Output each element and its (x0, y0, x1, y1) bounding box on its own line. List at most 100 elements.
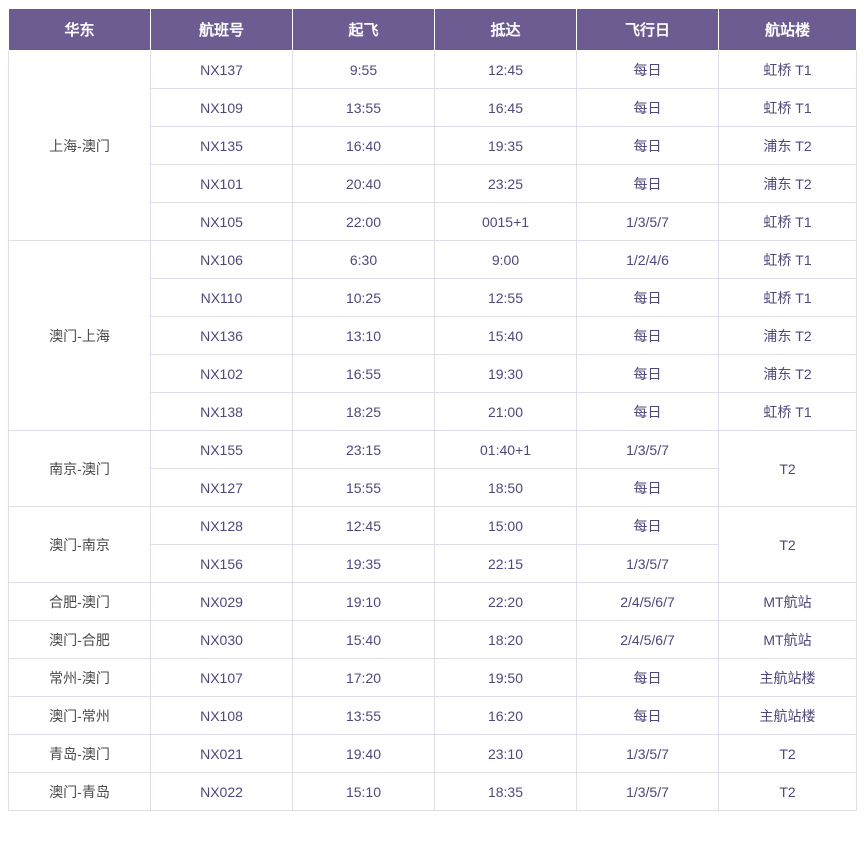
days-cell: 1/3/5/7 (577, 431, 719, 469)
days-cell: 每日 (577, 659, 719, 697)
table-row: 澳门-南京NX12812:4515:00每日T2 (9, 507, 857, 545)
flightno-cell: NX022 (151, 773, 293, 811)
arr-cell: 23:25 (435, 165, 577, 203)
route-cell: 青岛-澳门 (9, 735, 151, 773)
route-cell: 合肥-澳门 (9, 583, 151, 621)
arr-cell: 15:40 (435, 317, 577, 355)
terminal-cell: T2 (719, 507, 857, 583)
dep-cell: 19:40 (293, 735, 435, 773)
dep-cell: 16:55 (293, 355, 435, 393)
dep-cell: 22:00 (293, 203, 435, 241)
terminal-cell: 浦东 T2 (719, 127, 857, 165)
route-cell: 澳门-常州 (9, 697, 151, 735)
col-route: 华东 (9, 9, 151, 51)
flightno-cell: NX138 (151, 393, 293, 431)
days-cell: 2/4/5/6/7 (577, 621, 719, 659)
arr-cell: 18:20 (435, 621, 577, 659)
table-row: 澳门-上海NX1066:309:001/2/4/6虹桥 T1 (9, 241, 857, 279)
route-cell: 南京-澳门 (9, 431, 151, 507)
flight-schedule-table: 华东 航班号 起飞 抵达 飞行日 航站楼 上海-澳门NX1379:5512:45… (8, 8, 857, 811)
route-cell: 澳门-南京 (9, 507, 151, 583)
arr-cell: 0015+1 (435, 203, 577, 241)
dep-cell: 23:15 (293, 431, 435, 469)
table-row: 澳门-合肥NX03015:4018:202/4/5/6/7MT航站 (9, 621, 857, 659)
flightno-cell: NX137 (151, 51, 293, 89)
flightno-cell: NX105 (151, 203, 293, 241)
days-cell: 1/3/5/7 (577, 735, 719, 773)
terminal-cell: T2 (719, 773, 857, 811)
dep-cell: 20:40 (293, 165, 435, 203)
route-cell: 澳门-青岛 (9, 773, 151, 811)
arr-cell: 16:20 (435, 697, 577, 735)
table-row: 澳门-青岛NX02215:1018:351/3/5/7T2 (9, 773, 857, 811)
dep-cell: 13:55 (293, 89, 435, 127)
terminal-cell: 虹桥 T1 (719, 89, 857, 127)
flightno-cell: NX106 (151, 241, 293, 279)
flightno-cell: NX110 (151, 279, 293, 317)
arr-cell: 18:50 (435, 469, 577, 507)
col-days: 飞行日 (577, 9, 719, 51)
terminal-cell: 主航站楼 (719, 697, 857, 735)
flightno-cell: NX155 (151, 431, 293, 469)
flightno-cell: NX021 (151, 735, 293, 773)
arr-cell: 15:00 (435, 507, 577, 545)
days-cell: 1/2/4/6 (577, 241, 719, 279)
terminal-cell: 虹桥 T1 (719, 51, 857, 89)
days-cell: 每日 (577, 279, 719, 317)
table-row: 上海-澳门NX1379:5512:45每日虹桥 T1 (9, 51, 857, 89)
terminal-cell: MT航站 (719, 621, 857, 659)
arr-cell: 12:55 (435, 279, 577, 317)
col-terminal: 航站楼 (719, 9, 857, 51)
flightno-cell: NX029 (151, 583, 293, 621)
days-cell: 每日 (577, 165, 719, 203)
flightno-cell: NX109 (151, 89, 293, 127)
dep-cell: 13:55 (293, 697, 435, 735)
arr-cell: 22:20 (435, 583, 577, 621)
table-row: 南京-澳门NX15523:1501:40+11/3/5/7T2 (9, 431, 857, 469)
col-dep: 起飞 (293, 9, 435, 51)
dep-cell: 12:45 (293, 507, 435, 545)
dep-cell: 17:20 (293, 659, 435, 697)
days-cell: 每日 (577, 393, 719, 431)
col-flightno: 航班号 (151, 9, 293, 51)
terminal-cell: 虹桥 T1 (719, 203, 857, 241)
dep-cell: 15:55 (293, 469, 435, 507)
dep-cell: 19:10 (293, 583, 435, 621)
terminal-cell: T2 (719, 735, 857, 773)
arr-cell: 16:45 (435, 89, 577, 127)
dep-cell: 16:40 (293, 127, 435, 165)
terminal-cell: 虹桥 T1 (719, 393, 857, 431)
dep-cell: 9:55 (293, 51, 435, 89)
dep-cell: 10:25 (293, 279, 435, 317)
table-row: 青岛-澳门NX02119:4023:101/3/5/7T2 (9, 735, 857, 773)
days-cell: 1/3/5/7 (577, 773, 719, 811)
terminal-cell: 主航站楼 (719, 659, 857, 697)
arr-cell: 19:30 (435, 355, 577, 393)
arr-cell: 19:50 (435, 659, 577, 697)
dep-cell: 15:40 (293, 621, 435, 659)
dep-cell: 18:25 (293, 393, 435, 431)
arr-cell: 22:15 (435, 545, 577, 583)
flightno-cell: NX156 (151, 545, 293, 583)
dep-cell: 19:35 (293, 545, 435, 583)
arr-cell: 19:35 (435, 127, 577, 165)
table-row: 合肥-澳门NX02919:1022:202/4/5/6/7MT航站 (9, 583, 857, 621)
route-cell: 常州-澳门 (9, 659, 151, 697)
arr-cell: 01:40+1 (435, 431, 577, 469)
days-cell: 每日 (577, 89, 719, 127)
arr-cell: 12:45 (435, 51, 577, 89)
terminal-cell: MT航站 (719, 583, 857, 621)
route-cell: 澳门-上海 (9, 241, 151, 431)
days-cell: 每日 (577, 51, 719, 89)
days-cell: 每日 (577, 317, 719, 355)
dep-cell: 15:10 (293, 773, 435, 811)
flightno-cell: NX136 (151, 317, 293, 355)
flightno-cell: NX128 (151, 507, 293, 545)
flightno-cell: NX030 (151, 621, 293, 659)
arr-cell: 18:35 (435, 773, 577, 811)
table-row: 常州-澳门NX10717:2019:50每日主航站楼 (9, 659, 857, 697)
terminal-cell: 浦东 T2 (719, 317, 857, 355)
flightno-cell: NX101 (151, 165, 293, 203)
terminal-cell: 虹桥 T1 (719, 241, 857, 279)
terminal-cell: 浦东 T2 (719, 355, 857, 393)
